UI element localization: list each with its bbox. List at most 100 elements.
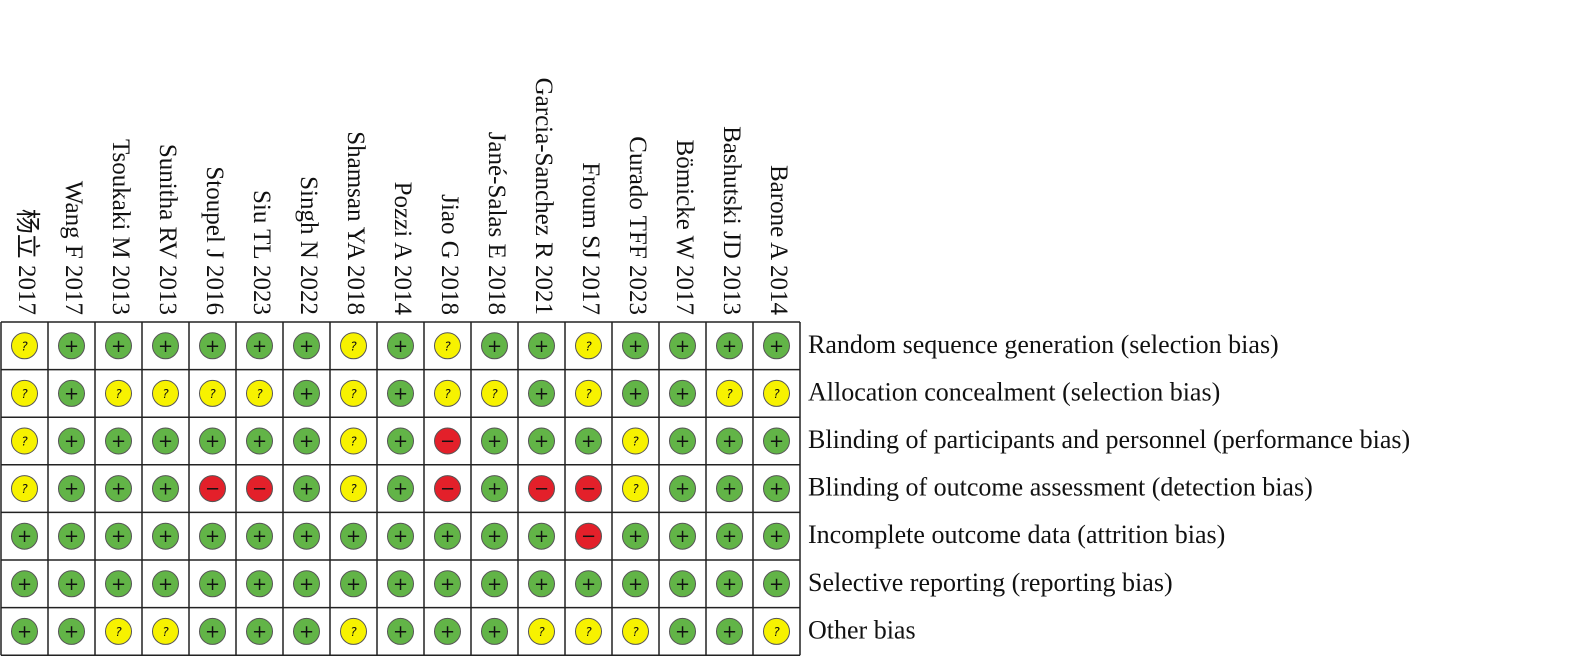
judgement-symbol: + bbox=[722, 621, 737, 642]
judgement-dot bbox=[11, 332, 38, 360]
judgement-dot bbox=[105, 570, 132, 598]
judgement-dot bbox=[199, 570, 226, 598]
judgement-symbol: + bbox=[299, 383, 314, 404]
judgement-symbol: + bbox=[534, 383, 549, 404]
judgement-dot bbox=[58, 570, 85, 598]
judgement-dot bbox=[152, 522, 179, 550]
judgement-symbol: + bbox=[111, 574, 126, 595]
judgement-dot bbox=[152, 570, 179, 598]
judgement-symbol: + bbox=[581, 574, 596, 595]
study-label: Tsoukaki M 2013 bbox=[107, 139, 134, 315]
judgement-dot bbox=[763, 379, 790, 407]
judgement-symbol: ? bbox=[632, 625, 639, 639]
judgement-symbol: + bbox=[64, 621, 79, 642]
judgement-symbol: + bbox=[675, 479, 690, 500]
judgement-dot bbox=[669, 522, 696, 550]
study-label: Curado TFF 2023 bbox=[624, 136, 651, 315]
judgement-symbol: + bbox=[299, 336, 314, 357]
judgement-dot bbox=[481, 332, 508, 360]
judgement-symbol: ? bbox=[491, 387, 498, 401]
judgement-dot bbox=[246, 475, 273, 503]
judgement-symbol: ? bbox=[632, 482, 639, 496]
judgement-symbol: + bbox=[769, 431, 784, 452]
judgement-symbol: ? bbox=[444, 339, 451, 353]
judgement-dot bbox=[622, 379, 649, 407]
judgement-dot bbox=[481, 427, 508, 455]
judgement-dot bbox=[387, 379, 414, 407]
judgement-dot bbox=[340, 475, 367, 503]
judgement-symbol: + bbox=[722, 336, 737, 357]
judgement-symbol: + bbox=[628, 574, 643, 595]
judgement-symbol: + bbox=[252, 336, 267, 357]
domain-label: Other bias bbox=[808, 615, 916, 644]
judgement-symbol: + bbox=[675, 574, 690, 595]
judgement-symbol: + bbox=[205, 526, 220, 547]
judgement-dot bbox=[58, 379, 85, 407]
judgement-dot bbox=[387, 332, 414, 360]
judgement-dot bbox=[575, 332, 602, 360]
judgement-dot bbox=[199, 617, 226, 645]
judgement-symbol: ? bbox=[162, 625, 169, 639]
judgement-symbol: + bbox=[675, 621, 690, 642]
judgement-symbol: + bbox=[440, 574, 455, 595]
judgement-dot bbox=[387, 522, 414, 550]
judgement-symbol: ? bbox=[21, 482, 28, 496]
judgement-symbol: + bbox=[205, 574, 220, 595]
study-label: Singh N 2022 bbox=[295, 176, 322, 315]
judgement-dot bbox=[105, 475, 132, 503]
judgement-symbol: ? bbox=[726, 387, 733, 401]
judgement-symbol: + bbox=[722, 479, 737, 500]
judgement-symbol: + bbox=[252, 574, 267, 595]
judgement-dot bbox=[716, 617, 743, 645]
judgement-symbol: + bbox=[534, 336, 549, 357]
judgement-dot bbox=[434, 379, 461, 407]
judgement-dot bbox=[669, 332, 696, 360]
judgement-symbol: ? bbox=[585, 625, 592, 639]
judgement-symbol: + bbox=[628, 383, 643, 404]
judgement-dot bbox=[622, 617, 649, 645]
judgement-symbol: − bbox=[440, 431, 455, 452]
judgement-symbol: + bbox=[205, 431, 220, 452]
judgement-symbol: + bbox=[628, 336, 643, 357]
judgement-dot bbox=[11, 570, 38, 598]
judgement-symbol: + bbox=[252, 526, 267, 547]
judgement-dot bbox=[105, 379, 132, 407]
judgement-symbol: + bbox=[581, 431, 596, 452]
judgement-symbol: + bbox=[487, 621, 502, 642]
study-label: 杨立 2017 bbox=[13, 209, 41, 315]
judgement-symbol: + bbox=[64, 431, 79, 452]
judgement-dot bbox=[105, 427, 132, 455]
judgement-symbol: + bbox=[487, 526, 502, 547]
judgement-symbol: + bbox=[487, 574, 502, 595]
judgement-dot bbox=[152, 332, 179, 360]
judgement-dot bbox=[105, 332, 132, 360]
judgement-symbol: + bbox=[158, 336, 173, 357]
judgement-dot bbox=[716, 570, 743, 598]
judgement-dot bbox=[246, 332, 273, 360]
study-label: Shamsan YA 2018 bbox=[342, 131, 369, 315]
judgement-symbol: + bbox=[534, 526, 549, 547]
judgement-dot bbox=[58, 332, 85, 360]
study-label: Sunitha RV 2013 bbox=[154, 144, 181, 315]
judgement-symbol: − bbox=[534, 479, 549, 500]
judgement-symbol: + bbox=[769, 574, 784, 595]
judgement-dot bbox=[11, 522, 38, 550]
judgement-symbol: + bbox=[64, 526, 79, 547]
study-label: Jané-Salas E 2018 bbox=[483, 132, 510, 315]
judgement-symbol: ? bbox=[585, 339, 592, 353]
judgement-dot bbox=[199, 475, 226, 503]
judgement-dot bbox=[575, 522, 602, 550]
judgement-dot bbox=[199, 522, 226, 550]
judgement-symbol: + bbox=[393, 431, 408, 452]
judgement-dot bbox=[434, 570, 461, 598]
judgement-dot bbox=[669, 570, 696, 598]
judgement-dot bbox=[763, 570, 790, 598]
judgement-dot bbox=[58, 427, 85, 455]
study-label: Barone A 2014 bbox=[765, 165, 792, 315]
judgement-dot bbox=[575, 570, 602, 598]
judgement-symbol: + bbox=[722, 431, 737, 452]
judgement-symbol: ? bbox=[350, 339, 357, 353]
judgement-dot bbox=[387, 475, 414, 503]
judgement-symbol: ? bbox=[209, 387, 216, 401]
